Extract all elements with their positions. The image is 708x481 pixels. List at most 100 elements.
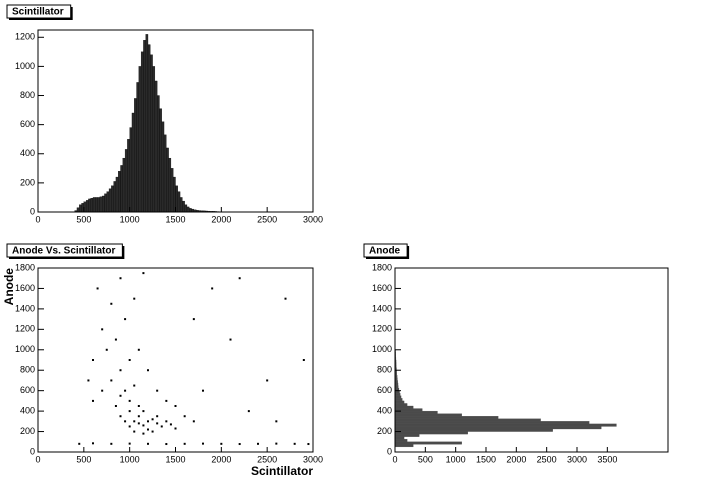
point bbox=[133, 384, 136, 387]
point bbox=[142, 272, 145, 275]
bar bbox=[186, 206, 190, 213]
point bbox=[307, 443, 310, 446]
x-tick-label: 500 bbox=[418, 454, 433, 464]
point bbox=[142, 424, 145, 427]
point bbox=[183, 415, 186, 418]
bar bbox=[394, 433, 420, 437]
point bbox=[128, 399, 131, 402]
point bbox=[101, 328, 104, 331]
bar bbox=[166, 147, 169, 213]
point bbox=[257, 442, 259, 445]
bar bbox=[145, 34, 149, 213]
y-tick-label: 400 bbox=[20, 405, 35, 415]
point bbox=[114, 405, 117, 407]
point bbox=[211, 287, 214, 290]
y-tick-label: 400 bbox=[377, 405, 392, 415]
y-tick-label: 600 bbox=[20, 385, 35, 395]
point bbox=[92, 442, 94, 445]
y-tick-label: 1000 bbox=[15, 344, 35, 354]
point bbox=[128, 359, 131, 361]
title-box bbox=[6, 243, 123, 258]
point bbox=[238, 443, 241, 446]
bar bbox=[122, 157, 126, 213]
point bbox=[147, 420, 149, 423]
y-tick-label: 800 bbox=[20, 365, 35, 375]
bar bbox=[394, 436, 405, 440]
point bbox=[275, 420, 278, 423]
x-tick-label: 0 bbox=[35, 454, 40, 464]
point bbox=[133, 420, 136, 423]
panel: Scintillator 0 500 1000 1500 2000 2500 3000 0 200… bbox=[6, 4, 323, 224]
bar bbox=[79, 204, 82, 213]
point bbox=[174, 427, 177, 430]
point bbox=[142, 432, 145, 435]
bar bbox=[129, 127, 133, 213]
bar bbox=[76, 207, 80, 213]
panel: Anode 0 500 1000 1500 2000 2500 3000 3500 0 200 400… bbox=[363, 243, 669, 464]
bar bbox=[394, 398, 403, 402]
x-tick-label: 2000 bbox=[211, 214, 231, 224]
bar bbox=[127, 139, 130, 213]
y-tick-label: 1200 bbox=[15, 324, 35, 334]
bar bbox=[394, 428, 553, 432]
bar bbox=[394, 441, 462, 445]
point bbox=[156, 422, 159, 425]
point bbox=[238, 277, 241, 280]
y-axis-label: Anode bbox=[2, 268, 16, 306]
y-tick-label: 1200 bbox=[372, 324, 392, 334]
x-tick-label: 500 bbox=[76, 454, 91, 464]
point bbox=[192, 318, 195, 321]
bar bbox=[152, 66, 156, 213]
y-tick-label: 200 bbox=[20, 426, 35, 436]
y-tick-label: 1000 bbox=[372, 344, 392, 354]
point bbox=[133, 430, 136, 433]
x-tick-label: 3000 bbox=[303, 454, 323, 464]
bar bbox=[394, 418, 541, 422]
plot-frame bbox=[37, 267, 314, 453]
point bbox=[160, 425, 163, 428]
point bbox=[78, 442, 81, 445]
bar bbox=[118, 171, 121, 213]
point bbox=[147, 428, 149, 431]
point bbox=[275, 442, 278, 445]
point bbox=[202, 442, 204, 445]
x-tick-label: 3000 bbox=[567, 454, 587, 464]
point bbox=[137, 422, 140, 425]
point bbox=[229, 338, 232, 341]
x-tick-label: 1500 bbox=[165, 454, 185, 464]
bar bbox=[92, 197, 96, 213]
bar bbox=[150, 54, 153, 213]
point bbox=[183, 442, 186, 445]
y-tick-label: 1800 bbox=[15, 262, 35, 272]
bar bbox=[95, 197, 98, 213]
bar bbox=[147, 44, 151, 213]
point bbox=[124, 420, 127, 423]
x-tick-label: 1000 bbox=[446, 454, 466, 464]
point bbox=[147, 369, 149, 372]
y-tick-label: 1400 bbox=[372, 303, 392, 313]
point bbox=[220, 442, 223, 445]
title-box bbox=[6, 4, 72, 19]
point bbox=[142, 410, 145, 413]
bar bbox=[182, 200, 185, 213]
y-tick-label: 1200 bbox=[15, 32, 35, 42]
y-tick-label: 1600 bbox=[372, 283, 392, 293]
bar bbox=[394, 413, 462, 417]
bar bbox=[394, 439, 408, 442]
bar bbox=[394, 423, 617, 427]
point bbox=[156, 415, 159, 418]
x-axis-label: Scintillator bbox=[251, 464, 313, 478]
point bbox=[293, 442, 296, 445]
point bbox=[110, 302, 113, 305]
x-tick-label: 1500 bbox=[476, 454, 496, 464]
bar bbox=[136, 82, 139, 213]
y-tick-label: 800 bbox=[377, 365, 392, 375]
bar bbox=[394, 405, 414, 409]
point bbox=[192, 420, 195, 423]
point bbox=[119, 415, 122, 418]
y-tick-label: 0 bbox=[30, 446, 35, 456]
bar bbox=[394, 416, 499, 419]
bar bbox=[134, 98, 137, 213]
bar bbox=[131, 112, 135, 213]
